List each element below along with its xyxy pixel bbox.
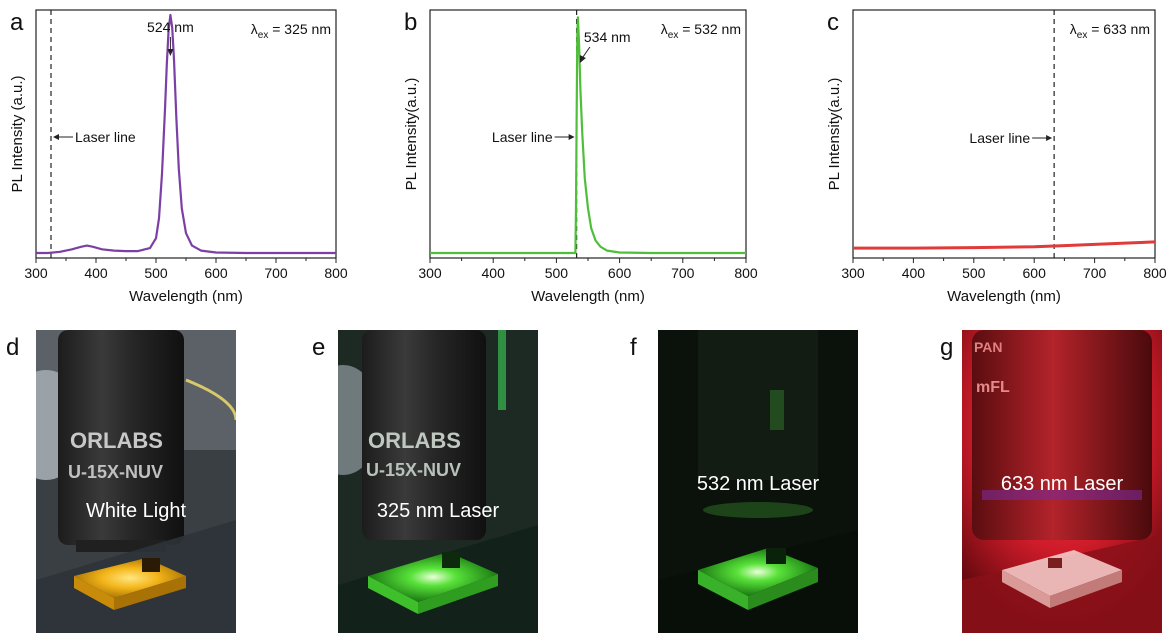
y-axis-label: PL Intensity (a.u.) [9,75,26,192]
x-tick-label: 700 [1083,265,1107,281]
x-tick-label: 600 [608,265,632,281]
panel-label-c: c [827,9,839,36]
sample-crystal-shape [1002,550,1122,596]
peak-arrow-head [579,55,586,63]
panel-label-e: e [312,334,325,361]
photo-532nm-laser: 532 nm Laser [658,330,858,633]
x-tick-label: 400 [84,265,108,281]
peak-arrow-head [167,49,174,56]
excitation-value: = 633 nm [1087,21,1150,37]
x-tick-label: 500 [545,265,569,281]
x-axis-label: Wavelength (nm) [947,288,1061,305]
excitation-subscript: ex [258,30,269,41]
excitation-lambda: λ [1070,21,1077,37]
laser-line-label: Laser line [75,129,136,145]
photo-panel-d: d ORLABS U-15X-NUV White Light [6,330,236,633]
panel-label-d: d [6,334,19,361]
chart-panel-b: b 300 400 500 600 700 800 Wavelength (nm) PL Int… [403,9,758,305]
excitation-lambda: λ [661,21,668,37]
sample-crystal-shape [368,552,498,602]
spectrum-line [36,13,336,255]
excitation-label: λex = 633 nm [1070,21,1150,41]
photo-caption-g: 633 nm Laser [1001,473,1124,495]
photo-633nm-laser: PAN mFL 633 nm Laser [962,330,1162,633]
excitation-subscript: ex [668,30,679,41]
y-axis-label: PL Intensity(a.u.) [403,78,420,191]
lens-brand-text: PAN [974,339,1003,355]
y-axis-label: PL Intensity(a.u.) [826,78,843,191]
x-axis-label: Wavelength (nm) [129,288,243,305]
chart-panel-c: c 300 400 500 600 700 800 Wavelength (nm) PL Int… [826,9,1167,305]
panel-label-f: f [630,334,637,361]
laser-arrow-head [53,134,59,140]
photo-panel-f: f 532 nm Laser [630,330,858,633]
panel-label-a: a [10,9,24,36]
excitation-label: λex = 325 nm [251,21,331,41]
x-tick-label: 400 [902,265,926,281]
photo-caption-e: 325 nm Laser [377,500,500,522]
laser-arrow-head [568,134,575,140]
spectrum-line [430,16,746,255]
x-tick-label: 300 [841,265,865,281]
lens-model-text: U-15X-NUV [366,460,461,480]
x-tick-label: 500 [962,265,986,281]
excitation-value: = 325 nm [268,21,331,37]
x-tick-label: 300 [24,265,48,281]
laser-line-label: Laser line [969,130,1030,146]
x-tick-label: 300 [418,265,442,281]
x-tick-label: 500 [144,265,168,281]
x-tick-label: 600 [204,265,228,281]
spectra-charts: a 300 400 500 600 700 800 Wavelength (nm) PL Int… [9,9,1167,305]
plot-frame [429,9,747,259]
lens-brand-text: ORLABS [70,428,163,453]
objective-lens-shape [58,330,184,545]
photo-325nm-laser: ORLABS U-15X-NUV 325 nm Laser [338,330,538,633]
panel-label-g: g [940,334,953,361]
panel-label-b: b [404,9,417,36]
lens-brand-text: ORLABS [368,428,461,453]
x-tick-label: 700 [264,265,288,281]
peak-label: 534 nm [584,29,631,45]
spectrum-line [853,240,1156,250]
x-tick-label: 800 [734,265,758,281]
laser-line-label: Laser line [492,129,553,145]
sample-crystal-shape [698,548,818,596]
photo-panels: d ORLABS U-15X-NUV White Light e [6,330,1162,633]
objective-lens-shape [972,330,1152,540]
x-tick-label: 600 [1023,265,1047,281]
peak-label: 524 nm [147,19,194,35]
photo-white-light: ORLABS U-15X-NUV White Light [36,330,236,633]
excitation-lambda: λ [251,21,258,37]
chart-panel-a: a 300 400 500 600 700 800 Wavelength (nm) PL Int… [9,9,348,305]
photo-panel-e: e ORLABS U-15X-NUV 325 nm Laser [312,330,538,633]
objective-lens-shape [362,330,486,540]
photo-panel-g: g PAN mFL 633 nm Laser [940,330,1162,633]
x-tick-label: 400 [482,265,506,281]
x-tick-label: 800 [324,265,348,281]
x-tick-label: 700 [671,265,695,281]
photo-caption-f: 532 nm Laser [697,473,820,495]
laser-arrow-head [1046,135,1053,141]
excitation-value: = 532 nm [678,21,741,37]
x-tick-label: 800 [1143,265,1167,281]
x-axis-label: Wavelength (nm) [531,288,645,305]
photo-caption-d: White Light [86,500,186,522]
excitation-subscript: ex [1077,30,1088,41]
lens-model-text: U-15X-NUV [68,462,163,482]
excitation-label: λex = 532 nm [661,21,741,41]
lens-model-text: mFL [976,379,1010,396]
